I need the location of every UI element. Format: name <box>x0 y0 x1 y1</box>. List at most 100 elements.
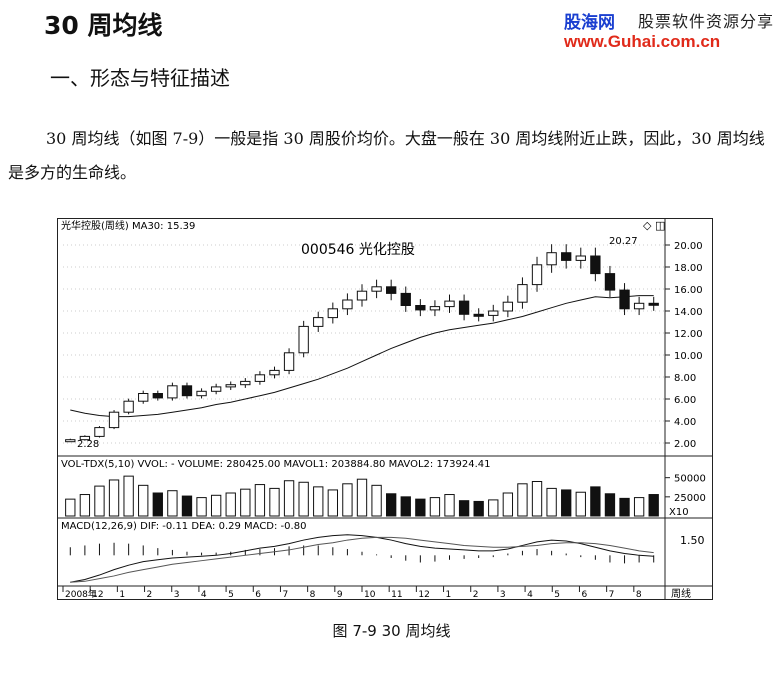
candle-body <box>152 393 163 399</box>
x-axis-label: 6 <box>255 590 261 600</box>
candle-body <box>590 255 601 275</box>
dea-line <box>70 536 654 583</box>
candle-body <box>575 255 586 261</box>
x-axis-label: 6 <box>581 590 587 600</box>
candle-body <box>123 400 134 413</box>
candle-body <box>225 384 236 388</box>
x-axis-label: 9 <box>337 590 343 600</box>
volume-bar <box>633 497 645 517</box>
volume-bar <box>517 483 528 517</box>
volume-bar <box>342 483 353 517</box>
volume-bar <box>619 497 630 517</box>
x-axis-label: 7 <box>282 590 288 600</box>
candle-body <box>210 386 222 392</box>
candle-body <box>313 317 324 327</box>
volume-bar <box>240 488 251 517</box>
candle-body <box>561 252 572 261</box>
volume-bar <box>356 478 368 517</box>
volume-bar <box>590 486 601 517</box>
volume-bar <box>269 487 280 517</box>
x-axis-label: 4 <box>201 590 207 600</box>
candle-body <box>473 313 484 317</box>
candle-body <box>269 369 280 376</box>
x-axis-label: 11 <box>391 590 402 600</box>
price-tick-label: 12.00 <box>674 329 703 340</box>
candle-body <box>167 385 178 399</box>
chart-zoom-icon[interactable]: ◇ ◫ <box>643 219 665 232</box>
volume-bar <box>473 500 484 517</box>
volume-panel-label: VOL-TDX(5,10) VVOL: - VOLUME: 280425.00 … <box>61 459 491 470</box>
x-axis-label: 2008年 <box>65 588 97 600</box>
price-tick-label: 10.00 <box>674 351 703 362</box>
price-tick-label: 8.00 <box>674 373 696 384</box>
candle-body <box>254 374 266 382</box>
volume-bar <box>458 500 470 517</box>
volume-bar <box>79 494 91 517</box>
site-url[interactable]: www.Guhai.com.cn <box>564 32 721 51</box>
x-axis-label: 2 <box>473 590 479 600</box>
macd-panel-label: MACD(12,26,9) DIF: -0.11 DEA: 0.29 MACD:… <box>61 521 306 532</box>
volume-bar <box>371 484 382 517</box>
candle-body <box>342 299 353 310</box>
price-tick-label: 6.00 <box>674 395 696 406</box>
section-heading: 一、形态与特征描述 <box>50 66 230 90</box>
x-axis-label: 7 <box>609 590 615 600</box>
dif-line <box>70 534 654 583</box>
macd-tick-label: 1.50 <box>680 534 705 547</box>
candle-body <box>517 284 528 303</box>
candle-body <box>240 380 251 386</box>
high-annotation: 20.27 <box>609 236 638 247</box>
volume-bar <box>196 497 207 517</box>
x-axis-label: 8 <box>636 590 642 600</box>
x-axis-label: 8 <box>310 590 316 600</box>
candle-body <box>400 292 411 307</box>
candle-body <box>196 390 207 397</box>
volume-bar <box>181 495 193 517</box>
candle-body <box>65 439 76 443</box>
volume-bar <box>108 479 120 517</box>
price-tick-label: 20.00 <box>674 241 703 252</box>
volume-bar <box>400 496 411 517</box>
ma30-line <box>70 295 654 418</box>
volume-bar <box>123 475 134 517</box>
figure-caption: 图 7-9 30 周均线 <box>332 622 451 640</box>
page-title: 30 周均线 <box>44 11 163 40</box>
candle-body <box>502 301 514 312</box>
price-tick-label: 16.00 <box>674 285 703 296</box>
volume-bar <box>138 484 149 517</box>
candle-body <box>444 300 455 308</box>
volume-bar <box>575 491 586 517</box>
volume-bar <box>65 498 76 517</box>
volume-bar <box>313 486 324 517</box>
volume-bar <box>604 493 616 517</box>
volume-bar <box>502 492 514 517</box>
x-axis-label: 2 <box>147 590 153 600</box>
volume-bar <box>327 489 338 517</box>
volume-bar <box>298 481 309 517</box>
x-axis-label: 3 <box>500 590 506 600</box>
candle-body <box>546 252 557 266</box>
volume-bar <box>152 492 163 517</box>
x-axis-label: 1 <box>119 590 125 600</box>
candle-body <box>531 264 543 286</box>
candle-body <box>633 302 645 310</box>
candle-body <box>327 308 338 319</box>
site-slogan: 股票软件资源分享 <box>638 12 775 31</box>
volume-bar <box>561 489 572 517</box>
candle-body <box>371 286 382 292</box>
candle-body <box>458 300 470 315</box>
site-logo[interactable]: 股海网 <box>564 13 615 33</box>
candle-body <box>604 273 616 291</box>
volume-bar <box>444 494 455 517</box>
volume-bar <box>648 494 659 517</box>
price-tick-label: 18.00 <box>674 263 703 274</box>
volume-bar <box>94 485 105 517</box>
x-axis-label: 12 <box>418 590 429 600</box>
period-label: 周线 <box>671 587 691 600</box>
price-tick-label: 4.00 <box>674 417 696 428</box>
volume-bar <box>531 481 543 517</box>
candle-body <box>429 306 441 311</box>
volume-bar <box>210 494 222 517</box>
candle-body <box>79 435 91 441</box>
stock-title: 000546 光化控股 <box>301 242 415 258</box>
